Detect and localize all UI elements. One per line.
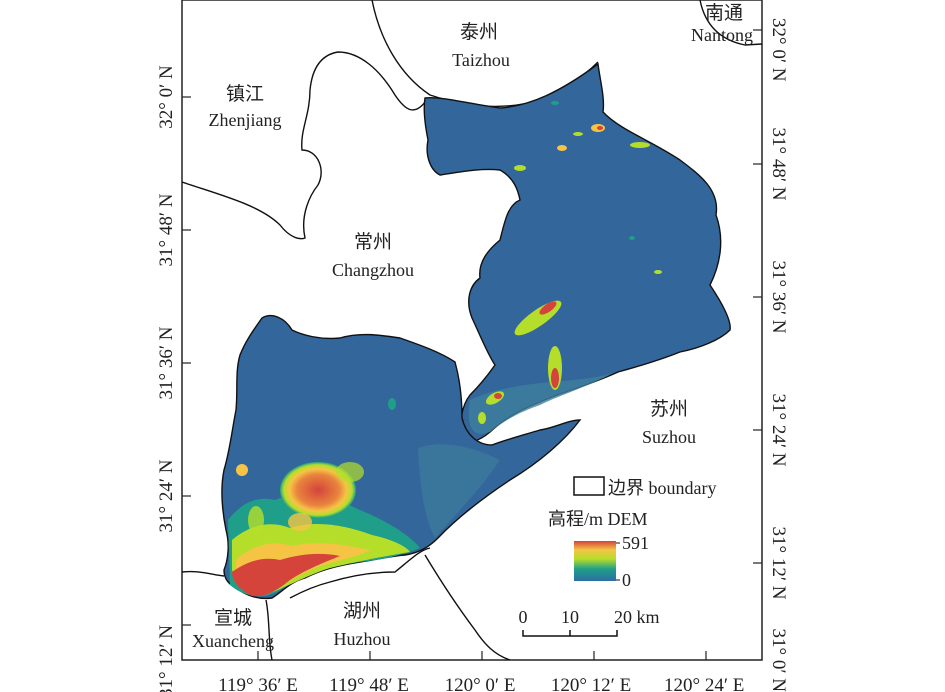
legend-dem-min: 0 [622, 570, 631, 590]
region-label-zhenjiang-cn: 镇江 [226, 83, 264, 105]
y-tick-label-left: 32° 0′ N [156, 65, 177, 129]
region-label-suzhou-cn: 苏州 [650, 398, 688, 420]
x-tick-label: 119° 36′ E [218, 675, 298, 692]
y-tick-label-left: 31° 24′ N [156, 459, 177, 532]
legend-boundary-swatch [573, 476, 605, 496]
region-label-nantong-en: Nantong [691, 25, 753, 45]
y-tick-label-left: 31° 36′ N [156, 326, 177, 399]
legend: 边界 boundary 高程/m DEM 591 0 [548, 476, 716, 590]
y-tick-labels-right: 32° 0′ N 31° 48′ N 31° 36′ N 31° 24′ N 3… [768, 18, 789, 692]
region-label-huzhou-en: Huzhou [334, 629, 391, 649]
region-label-xuancheng-en: Xuancheng [192, 631, 274, 651]
y-tick-labels-left: 32° 0′ N 31° 48′ N 31° 36′ N 31° 24′ N 3… [156, 65, 177, 692]
region-label-taizhou-en: Taizhou [452, 50, 510, 70]
y-tick-label-right: 31° 0′ N [768, 629, 789, 692]
region-label-nantong-cn: 南通 [705, 2, 743, 24]
scale-label-20: 20 km [614, 607, 660, 627]
x-tick-label: 119° 48′ E [329, 675, 409, 692]
legend-dem-title: 高程/m DEM [548, 509, 648, 529]
lake-zone-south [418, 444, 500, 538]
legend-boundary-label: 边界 boundary [608, 478, 716, 498]
region-label-xuancheng-cn: 宣城 [214, 607, 252, 629]
scale-bar: 0 10 20 km [519, 607, 660, 637]
scale-label-0: 0 [519, 607, 528, 627]
y-tick-label-right: 32° 0′ N [768, 18, 789, 82]
y-tick-label-left: 31° 12′ N [156, 625, 177, 692]
region-label-changzhou-en: Changzhou [332, 260, 414, 280]
x-tick-labels: 119° 36′ E 119° 48′ E 120° 0′ E 120° 12′… [218, 675, 744, 692]
region-label-changzhou-cn: 常州 [354, 231, 392, 253]
y-tick-label-right: 31° 12′ N [768, 527, 789, 600]
legend-dem-max: 591 [622, 533, 649, 553]
x-tick-label: 120° 24′ E [664, 675, 744, 692]
region-labels: 泰州 Taizhou 南通 Nantong 镇江 Zhenjiang 常州 Ch… [192, 2, 753, 651]
x-tick-label: 120° 12′ E [551, 675, 631, 692]
y-tick-label-right: 31° 24′ N [768, 394, 789, 467]
y-tick-label-right: 31° 36′ N [768, 261, 789, 334]
lake-zone [468, 372, 615, 434]
region-label-zhenjiang-en: Zhenjiang [209, 110, 282, 130]
region-label-suzhou-en: Suzhou [642, 427, 696, 447]
region-label-huzhou-cn: 湖州 [343, 600, 381, 622]
legend-dem-colorbar [574, 541, 616, 581]
scale-label-10: 10 [561, 607, 579, 627]
region-label-taizhou-cn: 泰州 [460, 21, 498, 43]
high-elevation-east [478, 101, 662, 424]
x-tick-label: 120° 0′ E [445, 675, 516, 692]
frame-ticks [182, 29, 762, 660]
high-elevation-south [228, 398, 420, 597]
y-tick-label-left: 31° 48′ N [156, 193, 177, 266]
y-tick-label-right: 31° 48′ N [768, 128, 789, 201]
